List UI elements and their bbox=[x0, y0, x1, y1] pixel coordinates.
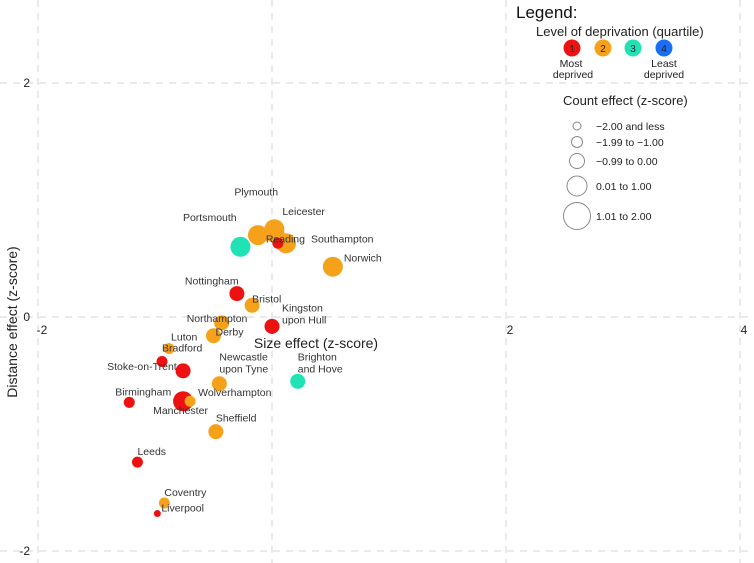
legend-count-circle bbox=[571, 136, 583, 148]
legend-quartile-number: 3 bbox=[630, 44, 636, 55]
legend-count-label: −2.00 and less bbox=[596, 121, 665, 133]
point-label: Manchester bbox=[153, 405, 208, 417]
legend-quartile-swatch bbox=[655, 39, 673, 57]
x-tick-label: 2 bbox=[507, 323, 514, 337]
point-label: Bradford bbox=[162, 342, 202, 354]
x-tick-label: 4 bbox=[741, 323, 748, 337]
data-point bbox=[156, 355, 168, 367]
legend-count-label: −1.99 to −1.00 bbox=[596, 137, 664, 149]
point-label: Sheffield bbox=[216, 413, 257, 425]
legend-count-circle bbox=[563, 202, 591, 230]
data-point bbox=[131, 456, 143, 468]
legend-quartile-swatches: 1 2 3 4 bbox=[563, 39, 673, 57]
y-axis-label: Distance effect (z-score) bbox=[4, 246, 20, 397]
data-point bbox=[184, 395, 196, 407]
point-label: Coventry bbox=[164, 487, 207, 499]
point-label: Kingston upon Hull bbox=[282, 302, 326, 326]
data-point bbox=[208, 424, 224, 440]
point-label: Southampton bbox=[311, 233, 374, 245]
point-label: Wolverhampton bbox=[198, 387, 272, 399]
y-tick-label: -2 bbox=[19, 544, 30, 558]
legend-most-label-2: deprived bbox=[553, 69, 593, 81]
data-point bbox=[211, 376, 227, 392]
point-label: Reading bbox=[266, 233, 305, 245]
point-labels: Plymouth Leicester Portsmouth Reading Southa… bbox=[107, 186, 382, 514]
point-label: Derby bbox=[216, 327, 245, 339]
data-point bbox=[123, 396, 135, 408]
point-label: Liverpool bbox=[161, 503, 204, 515]
data-point bbox=[264, 318, 280, 334]
legend-quartile-swatch bbox=[624, 39, 642, 57]
data-point bbox=[214, 315, 230, 331]
legend-quartile-number: 1 bbox=[569, 44, 575, 55]
point-label: Nottingham bbox=[185, 276, 239, 288]
legend-title: Legend: bbox=[516, 3, 577, 22]
data-point bbox=[175, 363, 191, 379]
legend-quartile-swatch bbox=[594, 39, 612, 57]
legend-count-title: Count effect (z-score) bbox=[563, 93, 688, 108]
legend-quartile-swatch bbox=[563, 39, 581, 57]
point-label: Birmingham bbox=[115, 386, 171, 398]
point-label: Leeds bbox=[137, 446, 166, 458]
legend-deprivation-title: Level of deprivation (quartile) bbox=[536, 24, 704, 39]
data-points bbox=[123, 219, 343, 518]
data-point bbox=[322, 256, 343, 277]
data-point bbox=[244, 297, 260, 313]
legend-quartile-number: 2 bbox=[600, 44, 606, 55]
point-label: Newcastle upon Tyne bbox=[219, 352, 268, 376]
legend-count-sizes: −2.00 and less −1.99 to −1.00 −0.99 to 0.0… bbox=[563, 121, 665, 230]
legend-count-label: −0.99 to 0.00 bbox=[596, 156, 658, 168]
legend-count-circle bbox=[572, 121, 582, 131]
legend-quartile-number: 4 bbox=[661, 44, 667, 55]
legend: Legend: Level of deprivation (quartile) … bbox=[516, 3, 704, 230]
legend-least-label-1: Least bbox=[651, 58, 677, 70]
point-label: Brighton and Hove bbox=[298, 351, 343, 375]
y-tick-label: 2 bbox=[23, 76, 30, 90]
data-point bbox=[230, 236, 251, 257]
legend-count-label: 1.01 to 2.00 bbox=[596, 211, 652, 223]
point-label: Norwich bbox=[344, 253, 382, 265]
point-label: Portsmouth bbox=[183, 212, 237, 224]
point-label: Bristol bbox=[252, 293, 281, 305]
data-point bbox=[247, 225, 268, 246]
data-point bbox=[290, 373, 306, 389]
legend-most-label-1: Most bbox=[560, 58, 583, 70]
y-tick-label: 0 bbox=[23, 310, 30, 324]
data-point bbox=[229, 286, 245, 302]
x-tick-label: -2 bbox=[37, 323, 48, 337]
legend-count-label: 0.01 to 1.00 bbox=[596, 181, 652, 193]
point-label: Stoke-on-Trent bbox=[107, 361, 177, 373]
data-point bbox=[206, 328, 221, 344]
point-label: Leicester bbox=[282, 206, 325, 218]
point-label: Luton bbox=[171, 332, 197, 344]
data-point bbox=[276, 233, 297, 254]
data-point bbox=[272, 237, 284, 249]
x-axis-label: Size effect (z-score) bbox=[254, 335, 378, 351]
point-label: Northampton bbox=[187, 313, 248, 325]
data-point bbox=[158, 497, 170, 509]
data-point bbox=[153, 510, 161, 518]
legend-least-label-2: deprived bbox=[644, 69, 684, 81]
data-point bbox=[163, 343, 175, 355]
legend-count-circle bbox=[566, 175, 588, 197]
point-label: Plymouth bbox=[234, 186, 278, 198]
legend-count-circle bbox=[569, 153, 585, 169]
